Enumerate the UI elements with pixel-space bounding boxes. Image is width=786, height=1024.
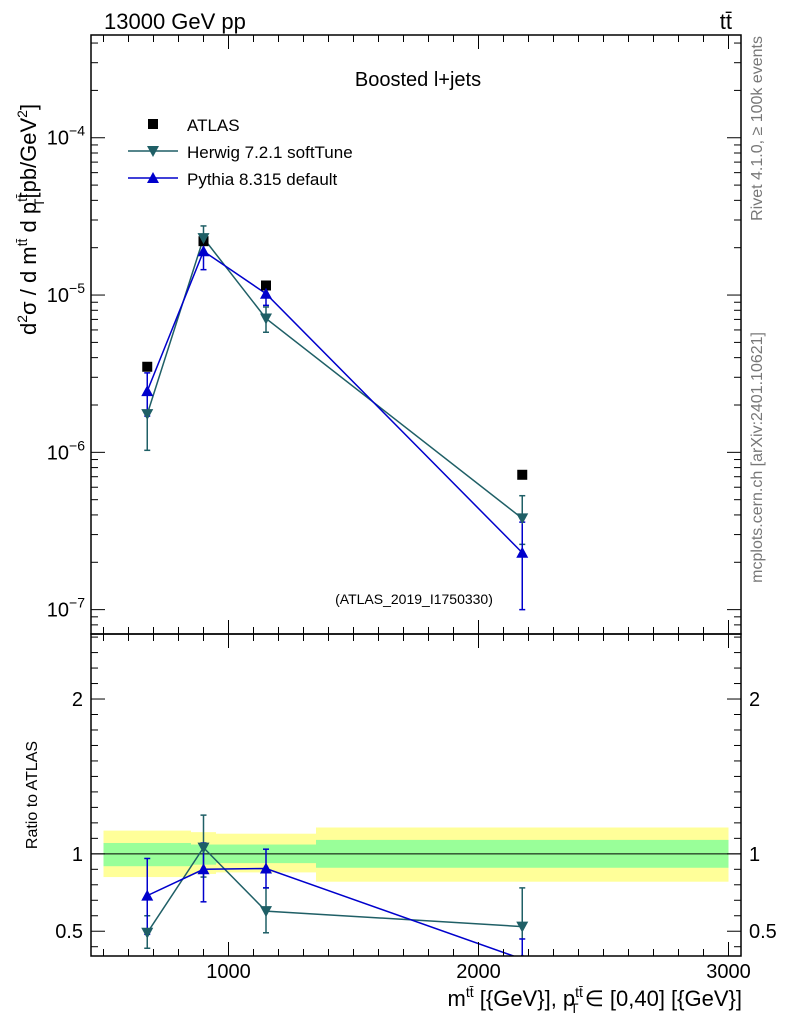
- header-right: tt̄: [720, 9, 732, 34]
- x-tick-label: 1000: [206, 961, 251, 983]
- ratio-band-inner: [103, 842, 191, 867]
- ratio-ytick-label-right: 2: [749, 689, 760, 711]
- ratio-ytick-label-left: 2: [72, 689, 83, 711]
- x-tick-label: 3000: [706, 961, 751, 983]
- main-point-pythia: [141, 385, 154, 397]
- main-ytick-label: 10−4: [47, 123, 85, 150]
- main-panel: 10−7 10−6 10−5 10−4 Boosted l+jets (ATLAS_201…: [47, 34, 742, 635]
- header-left: 13000 GeV pp: [104, 9, 246, 34]
- watermark: (ATLAS_2019_I1750330): [335, 591, 493, 607]
- ratio-ytick-label-left: 0.5: [55, 921, 83, 943]
- ratio-line-herwig: [146, 846, 523, 934]
- main-ylabel: d2σ / d mtt̄ d ptt̄T[pb/GeV2]: [14, 104, 47, 335]
- main-point-atlas: [142, 361, 153, 372]
- legend-marker-pythia: [147, 172, 159, 183]
- side-label-bottom: mcplots.cern.ch [arXiv:2401.10621]: [749, 332, 766, 583]
- legend-label-atlas: ATLAS: [187, 116, 240, 135]
- ratio-point-pythia: [520, 953, 524, 956]
- ratio-frame: [90, 633, 742, 957]
- ratio-ylabel: Ratio to ATLAS: [24, 741, 41, 849]
- side-label-top: Rivet 4.1.0, ≥ 100k events: [749, 36, 766, 221]
- main-point-herwig: [260, 313, 272, 325]
- ratio-ytick-label-left: 1: [72, 844, 83, 866]
- ratio-panel: 0.5 0.5 1 1 2 2 1000 2000 3000: [55, 633, 777, 983]
- ratio-point-herwig: [260, 906, 272, 918]
- ratio-ytick-label-right: 1: [749, 844, 760, 866]
- ratio-point-pythia: [141, 889, 154, 901]
- main-plot-area: [141, 225, 529, 611]
- ratio-line-pythia: [146, 867, 516, 956]
- main-point-pythia: [516, 546, 529, 558]
- main-point-pythia: [260, 287, 272, 299]
- main-ytick-label: 10−7: [47, 595, 85, 622]
- ratio-point-herwig: [141, 927, 154, 939]
- main-point-herwig: [197, 233, 210, 245]
- main-point-atlas: [261, 280, 271, 291]
- ratio-ytick-label-right: 0.5: [749, 921, 777, 943]
- main-point-herwig: [141, 409, 154, 421]
- legend-marker-herwig: [147, 146, 159, 157]
- chart-title: Boosted l+jets: [355, 69, 481, 91]
- main-point-herwig: [516, 513, 529, 525]
- main-point-pythia: [197, 245, 210, 257]
- main-point-atlas: [517, 469, 528, 480]
- x-tick-label: 2000: [456, 961, 501, 983]
- ratio-point-pythia: [260, 862, 272, 874]
- legend: ATLAS Herwig 7.2.1 softTune Pythia 8.315 d…: [128, 116, 353, 189]
- main-line-herwig: [146, 236, 523, 520]
- main-line-pythia: [146, 250, 523, 554]
- x-axis-label: mtt̄ [{GeV}], ptt̄ T ∈ [0,40] [{GeV}]: [448, 984, 742, 1016]
- ratio-point-herwig: [197, 842, 210, 854]
- legend-label-herwig: Herwig 7.2.1 softTune: [187, 143, 353, 162]
- main-ytick-label: 10−6: [47, 437, 85, 464]
- legend-label-pythia: Pythia 8.315 default: [187, 170, 338, 189]
- main-ytick-label: 10−5: [47, 280, 85, 307]
- ratio-plot-area: [91, 814, 741, 956]
- legend-marker-atlas: [148, 119, 158, 129]
- ratio-point-herwig: [516, 921, 529, 933]
- ratio-point-pythia: [197, 863, 210, 875]
